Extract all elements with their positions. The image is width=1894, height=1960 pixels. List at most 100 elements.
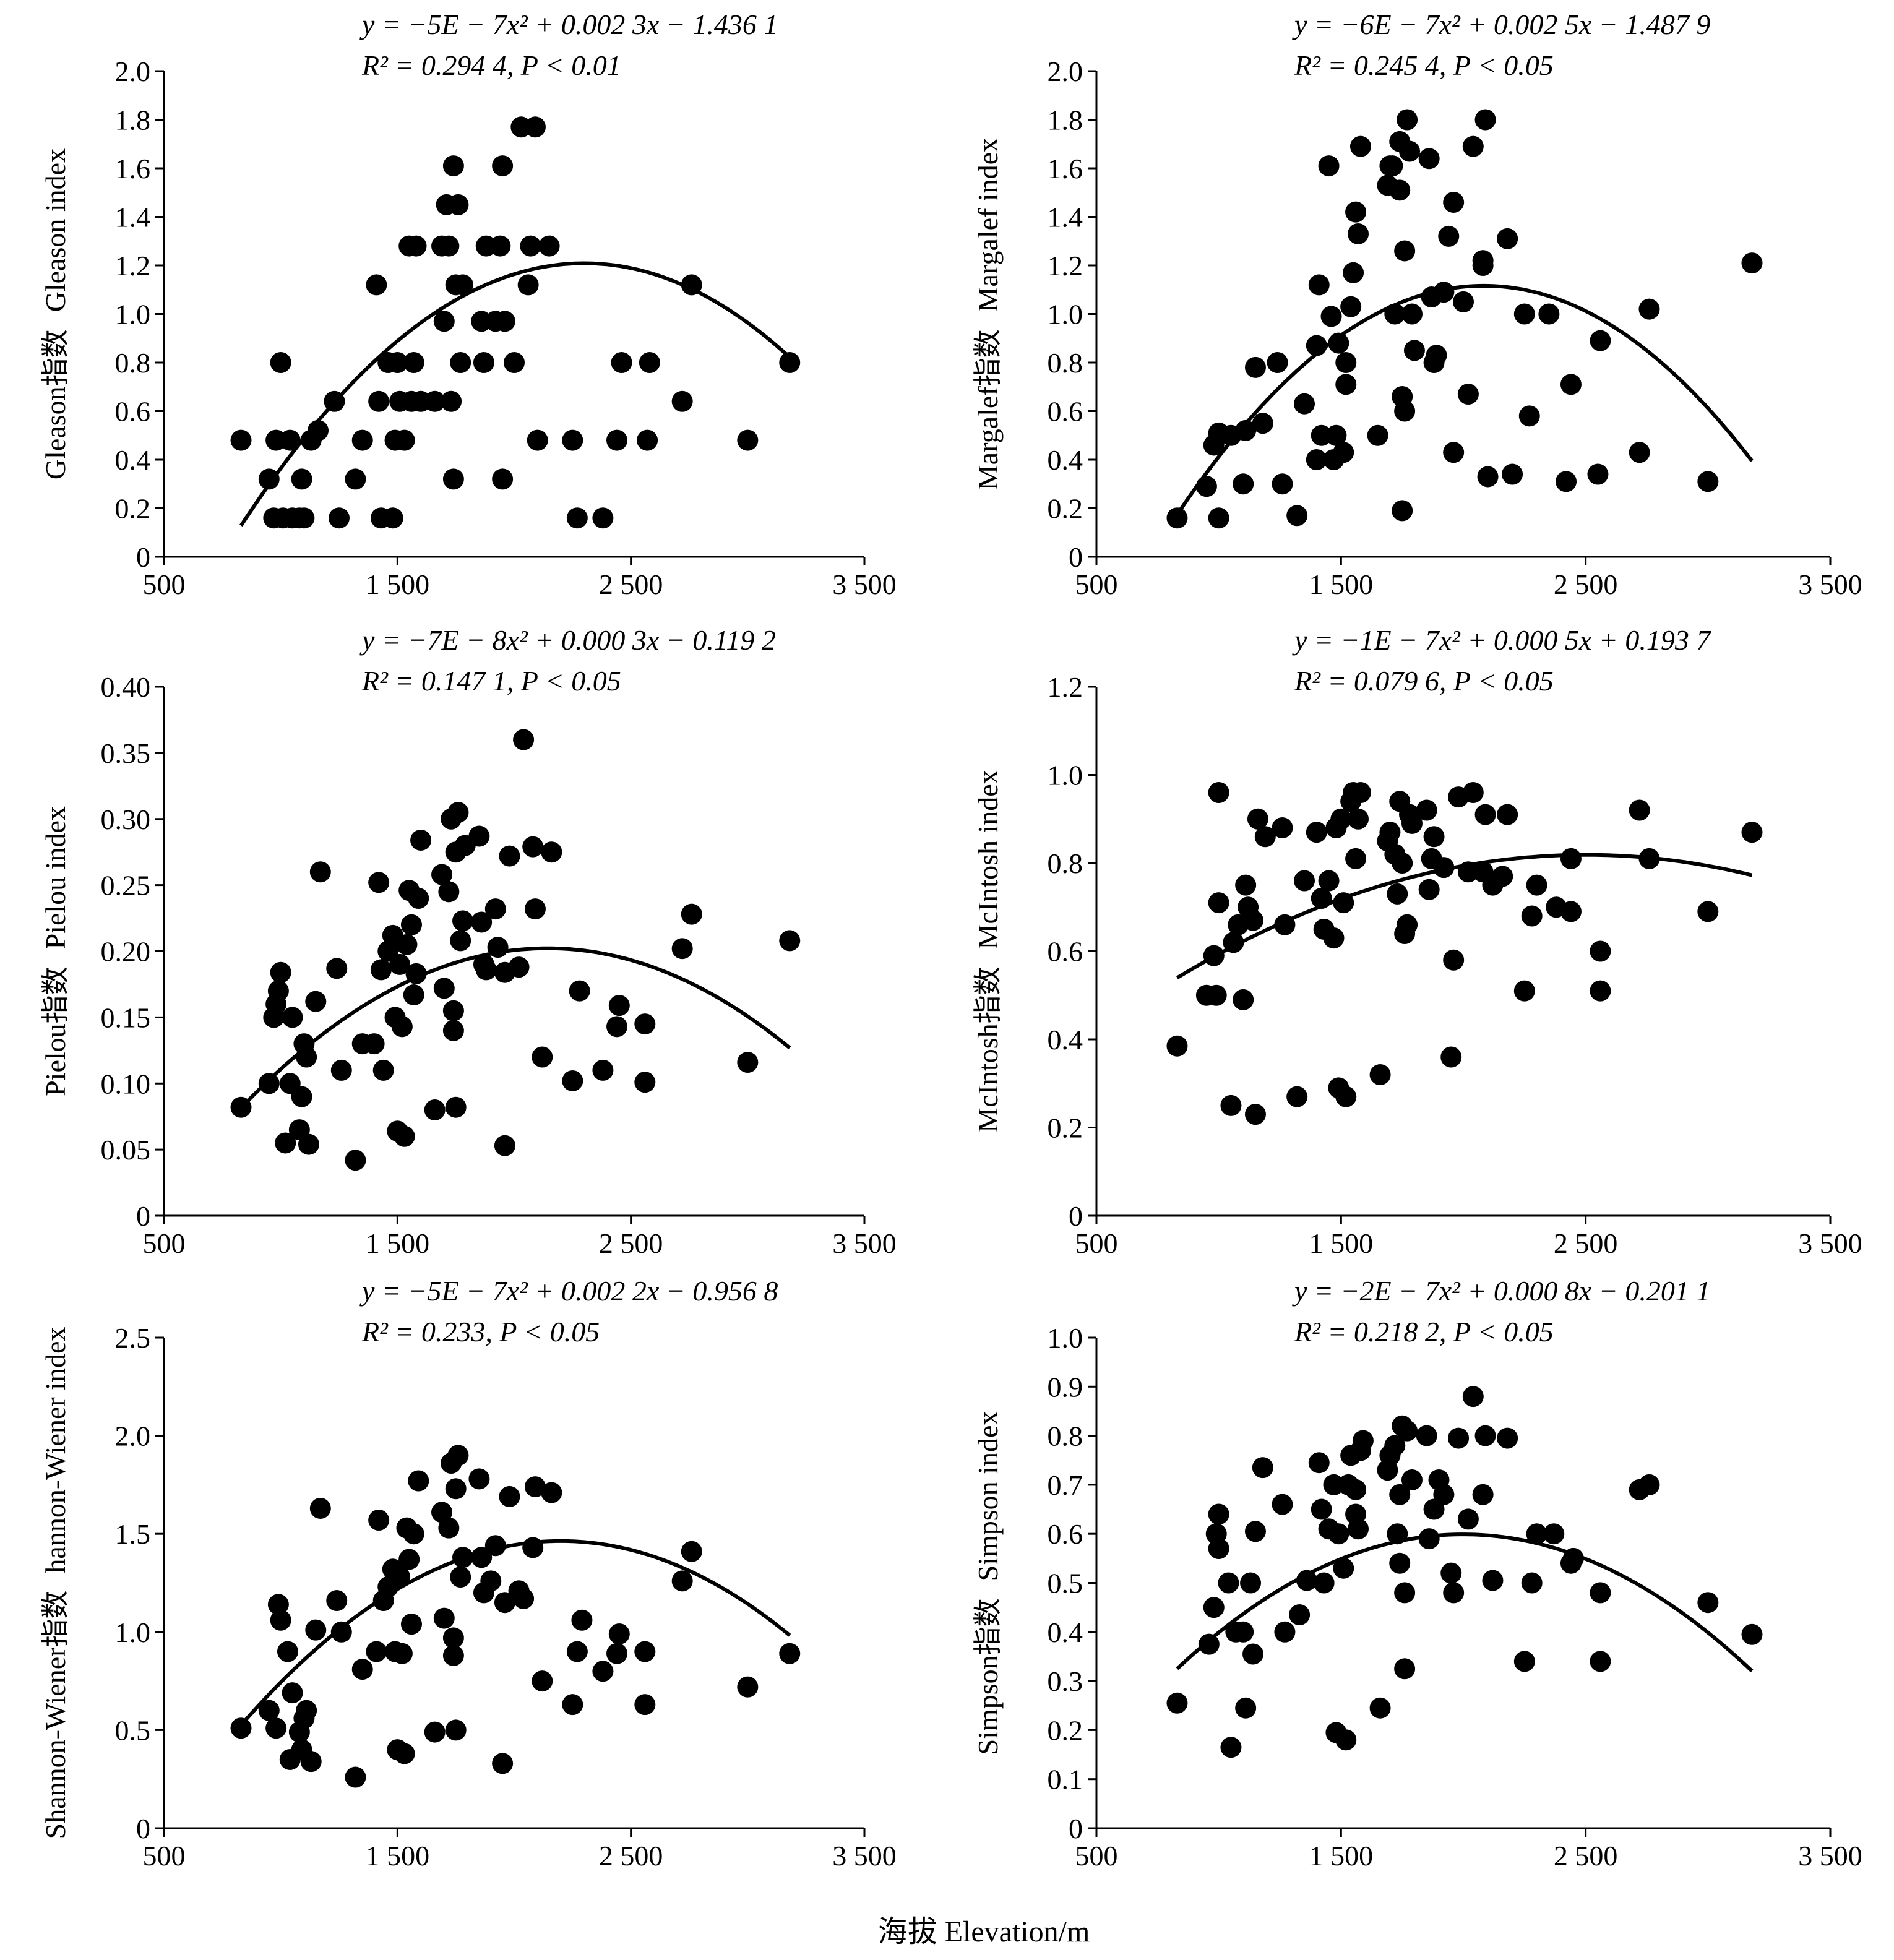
data-point — [389, 953, 411, 975]
data-point — [1397, 109, 1418, 131]
data-point — [499, 845, 520, 867]
data-point — [442, 1627, 464, 1649]
x-tick-label: 2 500 — [599, 1227, 663, 1259]
x-tick-label: 500 — [1075, 569, 1118, 600]
data-point — [398, 1549, 420, 1570]
data-point — [1311, 1498, 1332, 1520]
y-axis-label-cn: Simpson指数 — [972, 1598, 1004, 1755]
y-tick-label: 0.5 — [1048, 1568, 1083, 1599]
data-point — [345, 468, 366, 490]
y-tick-label: 0 — [136, 1813, 150, 1844]
data-point — [258, 1073, 280, 1094]
data-point — [1389, 1552, 1411, 1574]
y-axis-label-en: hannon-Wiener index — [40, 1327, 71, 1573]
data-point — [517, 274, 539, 296]
data-point — [524, 116, 546, 138]
y-tick-label: 1.0 — [1048, 760, 1083, 791]
data-point — [1387, 883, 1408, 905]
data-point — [1308, 1452, 1330, 1474]
y-axis-label-cn: Margalef指数 — [972, 329, 1004, 490]
data-point — [433, 1607, 455, 1629]
data-point — [309, 861, 331, 883]
data-point — [1369, 1697, 1391, 1719]
x-tick-label: 2 500 — [599, 569, 663, 600]
data-point — [1401, 812, 1423, 834]
data-point — [1220, 1737, 1242, 1758]
data-point — [408, 888, 429, 909]
data-point — [1474, 804, 1496, 825]
data-point — [1638, 298, 1660, 320]
x-tick-label: 3 500 — [832, 1227, 897, 1259]
data-point — [1399, 140, 1421, 162]
data-point — [445, 1719, 467, 1741]
data-point — [400, 914, 422, 935]
y-tick-label: 0.8 — [115, 347, 151, 379]
data-point — [1306, 449, 1327, 470]
data-point — [608, 1623, 630, 1644]
fit-equation: y = −2E − 7x² + 0.000 8x − 0.201 1 — [1292, 1275, 1710, 1307]
data-point — [452, 910, 473, 932]
data-point — [671, 1570, 693, 1592]
data-point — [1328, 1523, 1349, 1545]
data-point — [424, 390, 446, 412]
y-axis-label-en: Pielou index — [40, 806, 71, 949]
y-axis-label-en: McIntosh index — [972, 770, 1004, 949]
data-point — [524, 898, 546, 920]
data-point — [1233, 1621, 1254, 1643]
data-point — [1320, 306, 1342, 327]
data-point — [484, 898, 506, 920]
data-point — [265, 1717, 287, 1739]
data-point — [508, 956, 530, 978]
data-point — [524, 1476, 546, 1498]
data-point — [1492, 866, 1513, 887]
x-tick-label: 3 500 — [1798, 569, 1862, 600]
data-point — [1590, 1651, 1611, 1672]
x-tick-label: 2 500 — [1554, 569, 1618, 600]
data-point — [1244, 356, 1266, 378]
y-axis-label: McIntosh指数 McIntosh index — [972, 770, 1004, 1132]
data-point — [1166, 507, 1188, 529]
y-tick-label: 1.6 — [115, 153, 151, 184]
data-point — [447, 194, 469, 215]
data-point — [1349, 135, 1371, 157]
y-tick-label: 1.4 — [1048, 202, 1083, 233]
data-point — [1462, 1386, 1484, 1408]
data-point — [382, 507, 403, 529]
y-tick-label: 1.6 — [1048, 153, 1083, 184]
data-point — [1235, 1697, 1257, 1719]
y-tick-label: 0.05 — [101, 1134, 151, 1166]
x-tick-label: 500 — [1075, 1227, 1118, 1259]
data-point — [1590, 330, 1611, 351]
y-tick-label: 0.7 — [1048, 1469, 1083, 1501]
data-point — [779, 930, 801, 952]
y-tick-label: 0.2 — [1048, 1714, 1083, 1746]
data-point — [441, 390, 462, 412]
data-point — [296, 1046, 317, 1068]
data-point — [492, 468, 514, 490]
data-point — [270, 961, 291, 983]
data-point — [1286, 505, 1308, 527]
y-tick-label: 0.35 — [101, 737, 151, 769]
data-point — [1526, 874, 1547, 896]
y-axis-label-en: Simpson index — [972, 1411, 1004, 1581]
x-axis-label: 海拔 Elevation/m — [878, 1915, 1090, 1948]
x-tick-label: 2 500 — [1554, 1227, 1618, 1259]
fit-curve — [239, 946, 791, 1109]
data-point — [1521, 905, 1543, 927]
data-point — [1443, 1582, 1465, 1604]
data-point — [431, 864, 453, 885]
data-point — [1296, 1570, 1317, 1591]
x-tick-label: 500 — [143, 1227, 186, 1259]
data-point — [1697, 1592, 1719, 1614]
y-tick-label: 2.0 — [1048, 56, 1083, 87]
data-point — [1306, 822, 1327, 843]
data-point — [400, 1614, 422, 1635]
x-tick-label: 500 — [143, 569, 186, 600]
chart-panel-3: 0 0.05 0.10 0.15 0.20 0.25 0.30 0.35 0.40 500 1 50… — [40, 624, 897, 1259]
data-point — [1741, 252, 1763, 274]
data-point — [562, 1694, 583, 1716]
fit-statistics: R² = 0.079 6, P < 0.05 — [1294, 665, 1554, 697]
data-point — [1502, 463, 1523, 485]
data-point — [1247, 808, 1268, 830]
